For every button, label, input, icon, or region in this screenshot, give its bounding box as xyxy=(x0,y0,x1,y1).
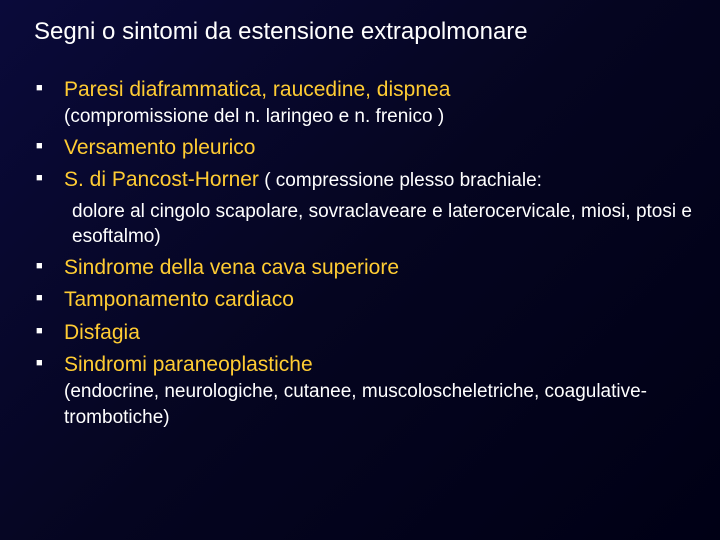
item-sub: (endocrine, neurologiche, cutanee, musco… xyxy=(64,381,647,428)
item-sub: (compromissione del n. laringeo e n. fre… xyxy=(64,106,444,127)
list-item: Paresi diaframmatica, raucedine, dispnea… xyxy=(36,76,692,130)
item-main: S. di Pancost-Horner xyxy=(64,168,259,191)
slide-title: Segni o sintomi da estensione extrapolmo… xyxy=(28,18,692,46)
list-item: Tamponamento cardiaco xyxy=(36,286,692,314)
item-main: Sindrome della vena cava superiore xyxy=(64,256,399,279)
item-main: Versamento pleurico xyxy=(64,136,255,159)
list-item: Sindromi paraneoplastiche (endocrine, ne… xyxy=(36,351,692,431)
list-item: Sindrome della vena cava superiore xyxy=(36,254,692,282)
item-main: Disfagia xyxy=(64,321,140,344)
bullet-list: Paresi diaframmatica, raucedine, dispnea… xyxy=(28,76,692,431)
list-item: S. di Pancost-Horner ( compressione ples… xyxy=(36,166,692,194)
item-main: Tamponamento cardiaco xyxy=(64,288,294,311)
item-main: Sindromi paraneoplastiche xyxy=(64,353,313,376)
list-item: Disfagia xyxy=(36,319,692,347)
list-item: Versamento pleurico xyxy=(36,134,692,162)
slide-container: Segni o sintomi da estensione extrapolmo… xyxy=(0,0,720,540)
item-main: Paresi diaframmatica, raucedine, dispnea xyxy=(64,78,450,101)
item-continuation: dolore al cingolo scapolare, sovraclavea… xyxy=(36,199,692,250)
item-inline: ( compressione plesso brachiale: xyxy=(259,170,542,191)
